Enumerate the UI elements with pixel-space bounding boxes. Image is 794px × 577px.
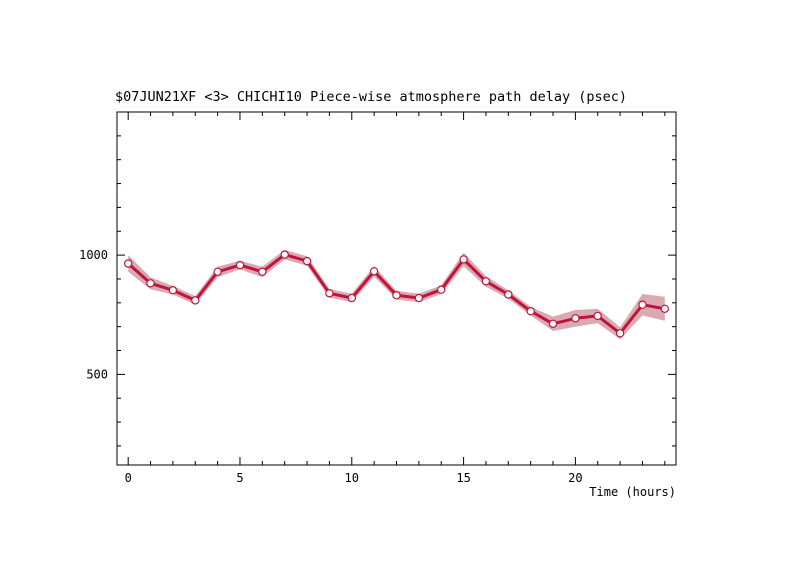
- data-point: [504, 290, 513, 299]
- data-point: [213, 267, 222, 276]
- x-tick-label: 20: [568, 471, 582, 485]
- chart-title: $07JUN21XF <3> CHICHI10 Piece-wise atmos…: [115, 89, 627, 105]
- plot-frame: [116, 111, 677, 466]
- data-point: [369, 267, 379, 276]
- data-point: [258, 267, 267, 276]
- y-tick-label: 500: [86, 367, 108, 381]
- tick-label-layer: 0 5 10 15 20 500 1000: [79, 248, 583, 485]
- data-point: [235, 260, 245, 270]
- data-point: [526, 307, 535, 316]
- x-tick-label: 5: [236, 471, 243, 485]
- data-point: [191, 296, 200, 305]
- data-point: [325, 289, 334, 298]
- data-point: [392, 291, 401, 300]
- data-point: [548, 319, 558, 328]
- data-point: [168, 286, 178, 295]
- y-tick-label: 1000: [79, 248, 108, 262]
- data-point: [302, 256, 312, 266]
- data-point: [660, 304, 670, 313]
- data-point: [593, 311, 602, 321]
- marker-layer: [123, 250, 670, 338]
- x-axis-label: Time (hours): [589, 485, 676, 499]
- x-tick-label: 15: [456, 471, 470, 485]
- data-point: [123, 259, 133, 268]
- data-point: [146, 279, 155, 288]
- data-point: [437, 285, 446, 294]
- data-point: [638, 300, 647, 309]
- data-point: [615, 329, 625, 338]
- tick-layer: [117, 112, 676, 465]
- x-tick-label: 10: [345, 471, 359, 485]
- data-point: [571, 314, 580, 323]
- data-point: [414, 293, 424, 303]
- data-point: [481, 277, 491, 286]
- x-tick-label: 0: [125, 471, 132, 485]
- data-point: [459, 255, 468, 264]
- data-point: [280, 250, 289, 259]
- data-point: [347, 293, 356, 303]
